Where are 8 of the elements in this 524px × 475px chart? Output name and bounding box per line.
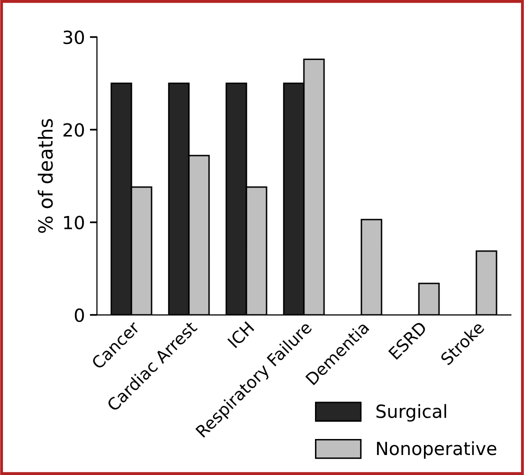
y-tick-label: 10 — [64, 216, 84, 230]
x-tick-label: ICH — [227, 321, 254, 348]
y-axis-title: % of deaths — [38, 118, 53, 233]
y-tick-label: 30 — [64, 30, 84, 44]
y-tick-label: 0 — [74, 308, 84, 322]
y-tick-label: 20 — [63, 123, 84, 137]
legend-label: Nonoperative — [377, 441, 496, 459]
legend-label: Surgical — [376, 404, 446, 422]
